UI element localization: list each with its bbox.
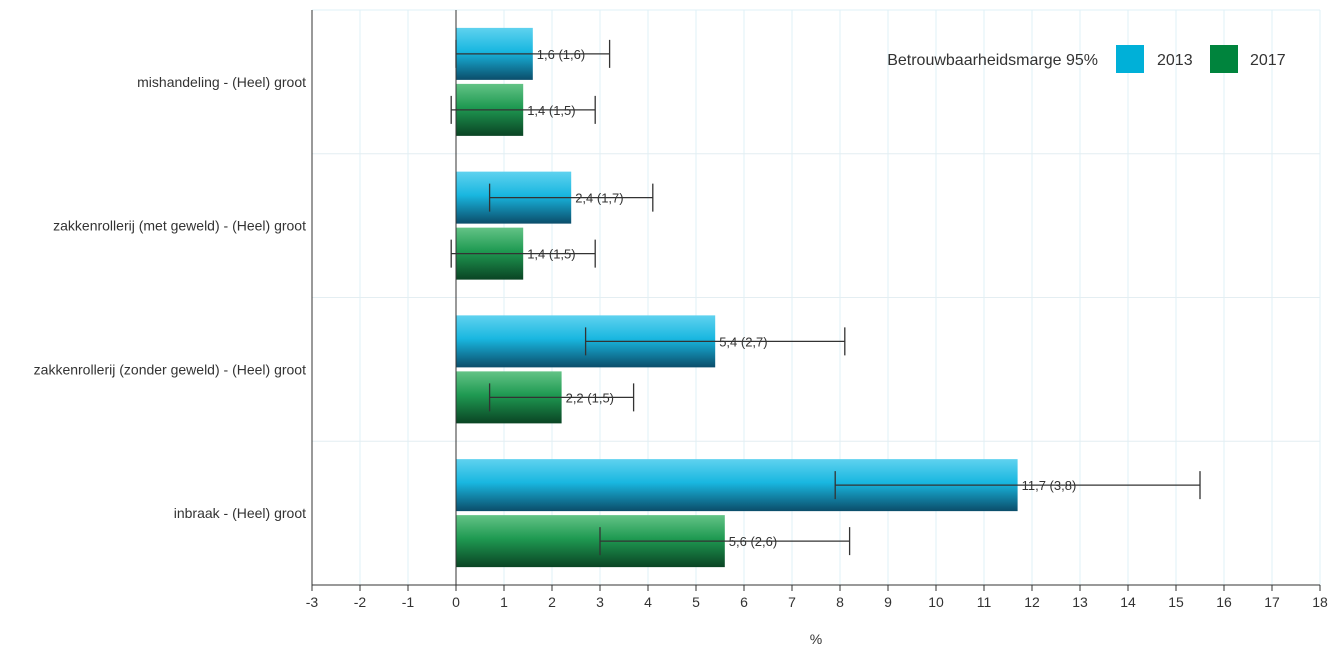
x-tick-label: 16	[1216, 594, 1232, 610]
x-tick-label: 3	[596, 594, 604, 610]
x-tick-label: 7	[788, 594, 796, 610]
legend-label-2013: 2013	[1157, 52, 1193, 69]
data-label-2017: 5,6 (2,6)	[729, 534, 777, 549]
x-tick-label: -3	[306, 594, 319, 610]
x-tick-label: 5	[692, 594, 700, 610]
x-tick-label: 15	[1168, 594, 1184, 610]
x-tick-label: 4	[644, 594, 652, 610]
x-tick-label: -1	[402, 594, 415, 610]
x-tick-label: 2	[548, 594, 556, 610]
x-tick-label: 13	[1072, 594, 1088, 610]
legend-title: Betrouwbaarheidsmarge 95%	[887, 52, 1098, 69]
x-tick-label: 10	[928, 594, 944, 610]
data-label-2013: 11,7 (3,8)	[1022, 478, 1077, 493]
data-label-2017: 1,4 (1,5)	[527, 247, 575, 262]
category-label: inbraak - (Heel) groot	[174, 505, 306, 521]
data-label-2013: 5,4 (2,7)	[719, 334, 767, 349]
data-label-2017: 1,4 (1,5)	[527, 103, 575, 118]
data-label-2017: 2,2 (1,5)	[566, 390, 614, 405]
x-tick-label: 8	[836, 594, 844, 610]
x-tick-label: 12	[1024, 594, 1040, 610]
data-label-2013: 2,4 (1,7)	[575, 191, 623, 206]
x-tick-label: 18	[1312, 594, 1328, 610]
x-tick-label: 14	[1120, 594, 1136, 610]
x-tick-label: 6	[740, 594, 748, 610]
x-tick-label: 11	[977, 594, 992, 610]
legend-swatch-2017	[1210, 45, 1238, 73]
legend-swatch-2013	[1116, 45, 1144, 73]
x-tick-label: 1	[500, 594, 508, 610]
x-tick-label: 9	[884, 594, 892, 610]
legend-label-2017: 2017	[1250, 52, 1286, 69]
data-label-2013: 1,6 (1,6)	[537, 47, 585, 62]
x-tick-label: 0	[452, 594, 460, 610]
x-tick-label: 17	[1264, 594, 1280, 610]
category-label: zakkenrollerij (met geweld) - (Heel) gro…	[53, 218, 306, 234]
category-label: zakkenrollerij (zonder geweld) - (Heel) …	[34, 361, 306, 377]
x-axis-title: %	[810, 631, 822, 647]
category-label: mishandeling - (Heel) groot	[137, 74, 306, 90]
x-tick-label: -2	[354, 594, 367, 610]
legend: Betrouwbaarheidsmarge 95% 2013 2017	[887, 45, 1285, 73]
